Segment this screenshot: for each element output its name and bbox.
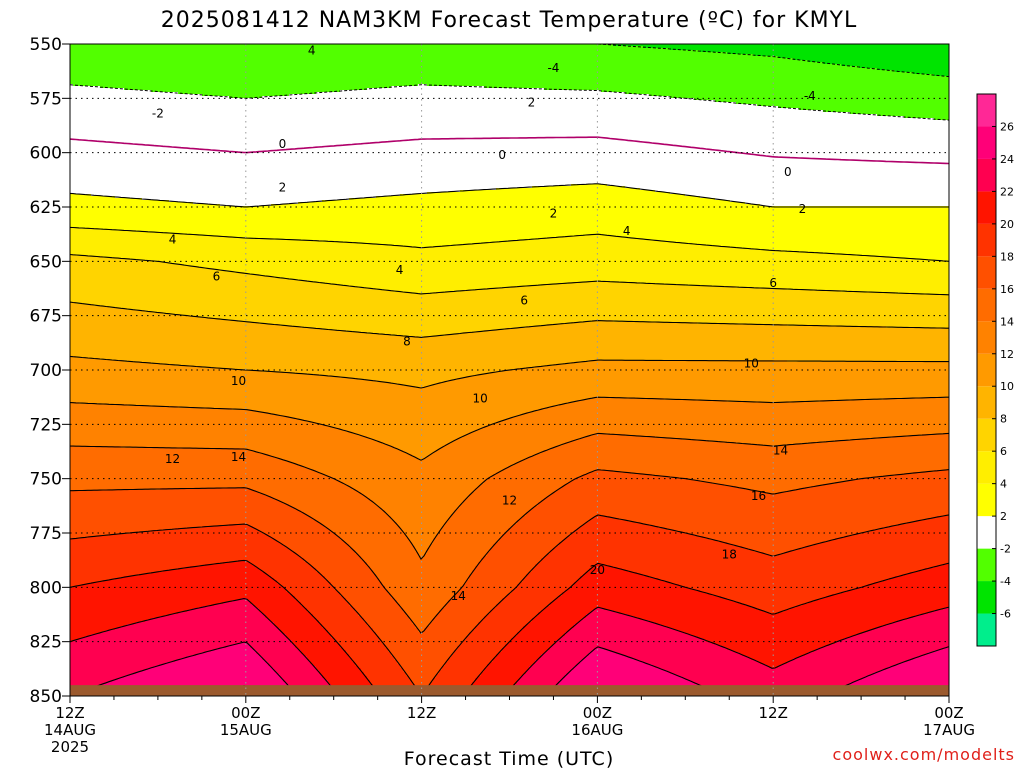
chart-title: 2025081412 NAM3KM Forecast Temperature (…: [161, 8, 858, 33]
plot-area: [70, 44, 950, 697]
